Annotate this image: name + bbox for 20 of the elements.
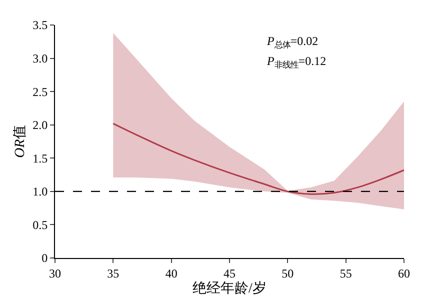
y-tick-label: 2.5 <box>32 84 48 99</box>
y-axis-title: OR值 <box>12 125 28 158</box>
y-tick-label: 3.0 <box>32 51 48 66</box>
x-tick-label: 50 <box>282 266 294 280</box>
x-tick-label: 35 <box>107 266 120 280</box>
y-tick-label: 0 <box>42 251 48 266</box>
x-tick-label: 45 <box>224 266 236 280</box>
x-tick-label: 60 <box>398 266 410 280</box>
annotation: P$_{非线性}$=0.12 <box>266 54 326 70</box>
y-tick-label: 1.5 <box>32 151 48 166</box>
line-series <box>112 122 404 195</box>
y-tick-label: 2.0 <box>32 118 48 132</box>
x-tick-label: 30 <box>49 266 61 280</box>
y-tick-label: 1.0 <box>32 184 48 199</box>
x-tick-label: 55 <box>340 266 352 280</box>
x-axis-title: 绝经年龄/岁 <box>192 280 266 296</box>
y-tick-label: 3.5 <box>32 18 48 32</box>
y-tick-label: 0.5 <box>32 218 48 232</box>
x-tick-label: 40 <box>165 266 178 280</box>
annotation: P$_{总体}$=0.02 <box>266 34 318 50</box>
